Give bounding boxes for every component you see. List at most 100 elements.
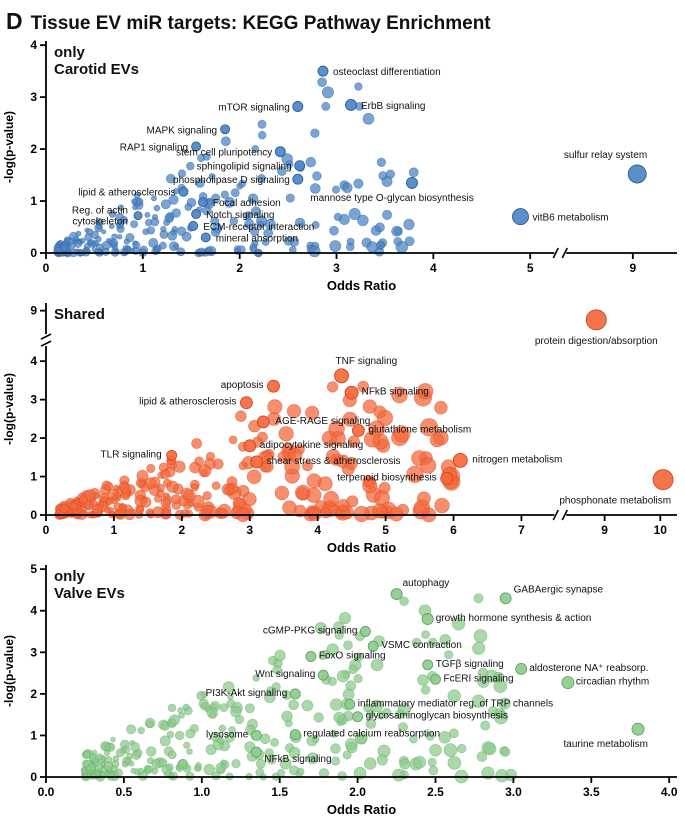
scatter-point [438,731,452,744]
point-label: nitrogen metabolism [472,454,562,465]
y-tick-label: 3 [30,393,37,407]
scatter-point-labeled [351,423,365,437]
labeled-points: osteoclast differentiation mTOR signaling… [72,65,647,244]
point-label: autophagy [403,578,450,589]
scatter-point [195,761,202,769]
scatter-point [211,771,221,781]
scatter-point [222,681,235,693]
scatter-point [190,483,199,492]
scatter-point [278,426,294,442]
background-points [53,77,419,258]
scatter-point [480,720,491,731]
scatter-point [353,505,370,523]
scatter-point [238,179,247,188]
scatter-point [83,501,93,510]
scatter-point [176,226,187,237]
point-label: shear stress & atherosclerosis [267,456,401,467]
scatter-point [378,171,388,181]
point-label: RAP1 signaling [120,143,188,154]
scatter-point [374,222,385,233]
scatter-point [346,742,358,754]
scatter-point-labeled [422,659,434,671]
point-label: apoptosis [221,380,264,391]
scatter-point [413,499,431,517]
point-label: ECM-receptor interaction [203,222,314,233]
scatter-point [311,220,320,229]
y-tick-label: 1 [30,470,37,484]
y-tick-label: 1 [30,728,37,742]
scatter-point [408,167,419,178]
scatter-point-labeled [406,176,418,189]
scatter-point [391,386,408,404]
point-label: mTOR signaling [218,103,290,114]
scatter-point [376,754,388,766]
scatter-point [135,197,144,206]
scatter-point [108,223,115,230]
scatter-point [217,508,229,519]
scatter-point [103,506,111,514]
scatter-point [228,726,236,734]
scatter-point [136,469,149,482]
scatter-point [250,206,261,217]
scatter-point [288,746,301,759]
panel-label: only Carotid EVs [54,44,139,78]
scatter-point [117,204,125,212]
scatter-point [230,705,242,718]
scatter-point [247,193,259,205]
scatter-point [362,112,375,125]
scatter-point [321,101,331,111]
scatter-point-labeled [191,141,202,152]
scatter-point [261,460,274,473]
scatter-point [443,743,458,758]
scatter-point [111,233,118,241]
scatter-point [406,465,424,484]
scatter-point [365,718,377,730]
scatter-point [393,236,403,246]
scatter-point [160,469,171,480]
point-label: cGMP-PKG signaling [263,626,357,637]
x-tick-label: 1.5 [271,785,288,799]
scatter-point-labeled [344,698,356,710]
point-label: glycosaminoglycan biosynthesis [366,711,508,722]
scatter-point [145,746,157,757]
scatter-point [313,712,324,723]
x-tick-label: 5 [527,261,534,275]
scatter-point-labeled [200,232,211,243]
chart-valve-evs: autophagy GABAergic synapse growth hormone… [0,559,685,821]
scatter-point-labeled [344,385,359,400]
scatter-point [337,771,348,781]
scatter-point [495,768,509,783]
scatter-point [100,741,111,752]
point-label: mineral absorption [216,233,298,244]
y-tick-label: 1 [30,194,37,208]
scatter-point [173,460,186,473]
scatter-point [91,241,98,247]
x-tick-label: 4.0 [661,785,678,799]
scatter-point [376,711,386,720]
scatter-point [281,153,294,165]
scatter-point [177,169,187,178]
scatter-point [231,759,241,769]
scatter-point [348,664,358,675]
scatter-point [376,240,386,250]
scatter-point [249,226,260,237]
x-tick-label: 1 [139,261,146,275]
scatter-point [421,630,431,639]
scatter-point [473,629,488,643]
scatter-point [500,746,511,757]
scatter-point [146,720,154,728]
scatter-point [348,207,361,221]
x-tick-label: 4 [314,523,321,537]
scatter-point [305,405,320,421]
x-axis-label: Odds Ratio [327,540,396,555]
y-break-slash [40,333,52,340]
scatter-point [362,399,378,414]
point-label: NFkB signaling [264,754,331,765]
scatter-point [331,185,341,194]
point-label: ErbB signaling [361,101,425,112]
scatter-chart-shared: protein digestion/absorption TNF signalin… [2,303,677,555]
scatter-point [173,243,180,250]
scatter-point [354,652,364,662]
scatter-point [108,210,117,218]
scatter-point [363,703,372,713]
